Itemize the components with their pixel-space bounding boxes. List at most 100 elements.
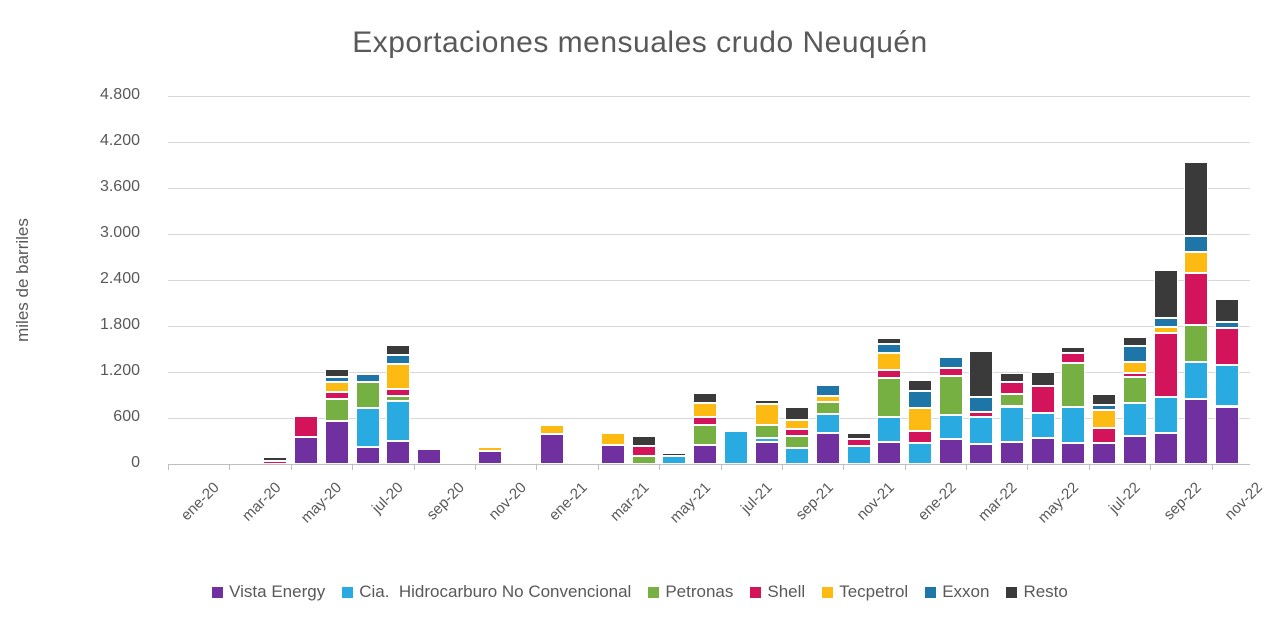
bar-segment (1061, 353, 1086, 364)
bar-segment (1000, 441, 1025, 464)
x-axis-tick (1211, 465, 1213, 470)
bar-segment (1122, 373, 1147, 378)
bar-segment (416, 449, 441, 464)
bar-segment (785, 428, 810, 437)
bar-segment (908, 380, 932, 391)
bar-segment (969, 443, 994, 464)
gridline (168, 234, 1250, 235)
bar-segment (386, 396, 411, 401)
bar-segment (908, 431, 932, 444)
bar-segment (386, 363, 411, 389)
x-tick-label: mar-21 (606, 479, 653, 525)
bar-segment (969, 417, 994, 444)
bar-segment (1184, 235, 1209, 252)
bar-segment (1153, 270, 1178, 319)
bar-segment (1122, 362, 1147, 374)
x-tick-label: jul-22 (1105, 479, 1144, 517)
bar-segment (478, 447, 503, 451)
bar-segment (1000, 372, 1025, 382)
x-axis-tick (659, 465, 661, 470)
bar-segment (877, 417, 902, 443)
bar-segment (723, 431, 748, 464)
bar-segment (1000, 393, 1025, 407)
bar-segment (1184, 362, 1209, 399)
bar-segment (969, 351, 994, 397)
legend-item: Cia. Hidrocarburo No Convencional (342, 582, 631, 602)
bar-segment (1153, 433, 1178, 464)
x-tick-label: sep-22 (1160, 479, 1205, 524)
bar-segment (1061, 443, 1086, 464)
x-tick-label: ene-20 (177, 479, 223, 525)
bar-segment (1061, 347, 1086, 354)
bar-segment (1214, 328, 1239, 365)
bar-segment (355, 382, 380, 409)
bar-segment (693, 444, 718, 464)
bar-segment (324, 369, 349, 378)
bar-segment (846, 439, 871, 447)
legend-label: Petronas (665, 582, 734, 601)
bar-segment (355, 373, 380, 383)
bar-segment (1092, 394, 1117, 405)
bar-segment (386, 345, 411, 355)
x-tick-label: ene-21 (545, 479, 592, 525)
bar-segment (908, 408, 932, 432)
legend-label: Cia. Hidrocarburo No Convencional (359, 582, 632, 601)
bar-segment (1122, 346, 1147, 363)
bar-segment (693, 417, 718, 425)
bar-segment (355, 408, 380, 448)
bar-segment (1214, 364, 1239, 407)
legend-item: Shell (750, 582, 805, 602)
gridline (168, 326, 1250, 327)
bar-segment (294, 436, 319, 464)
x-axis-tick (843, 465, 845, 470)
x-tick-label: may-21 (666, 479, 714, 527)
bar-segment (785, 436, 810, 449)
x-tick-label: nov-22 (1221, 479, 1267, 524)
x-axis-tick (966, 465, 968, 470)
bar-segment (1030, 438, 1055, 464)
bar-segment (815, 414, 840, 433)
chart-legend: Vista Energy Cia. Hidrocarburo No Convenc… (0, 582, 1280, 602)
bar-segment (1030, 413, 1055, 439)
x-axis-tick (413, 465, 415, 470)
bar-segment (754, 404, 779, 425)
bar-segment (1122, 377, 1147, 404)
legend-item: Exxon (925, 582, 989, 602)
y-tick-label: 4.800 (99, 86, 140, 103)
bar-segment (1122, 337, 1147, 347)
bar-segment (1000, 406, 1025, 442)
x-axis-tick (290, 465, 292, 470)
bar-segment (324, 382, 349, 392)
bar-segment (1092, 410, 1117, 429)
bar-segment (601, 445, 626, 464)
bar-segment (355, 447, 380, 464)
y-tick-label: 4.200 (99, 132, 140, 149)
bar-segment (662, 452, 687, 457)
bar-segment (815, 396, 840, 402)
bar-segment (1122, 436, 1147, 464)
bar-segment (785, 407, 810, 420)
bar-segment (1184, 252, 1209, 274)
bar-segment (969, 411, 994, 418)
legend-swatch-icon (648, 586, 660, 598)
x-tick-label: ene-22 (914, 479, 960, 525)
legend-label: Vista Energy (229, 582, 326, 601)
bar-segment (1214, 321, 1239, 329)
legend-item: Vista Energy (212, 582, 325, 602)
x-tick-label: nov-20 (485, 479, 530, 524)
legend-label: Resto (1023, 582, 1068, 601)
x-axis-tick (597, 465, 599, 470)
bar-segment (877, 344, 902, 353)
x-axis-tick (352, 465, 354, 470)
legend-swatch-icon (1006, 586, 1018, 598)
gridline (168, 372, 1250, 373)
x-tick-label: sep-20 (423, 479, 469, 524)
bar-segment (1184, 161, 1209, 236)
gridline (168, 96, 1250, 97)
bar-segment (539, 424, 564, 435)
bar-segment (1061, 363, 1086, 407)
bar-segment (846, 446, 871, 464)
bar-segment (386, 388, 411, 397)
bar-segment (1092, 443, 1117, 464)
